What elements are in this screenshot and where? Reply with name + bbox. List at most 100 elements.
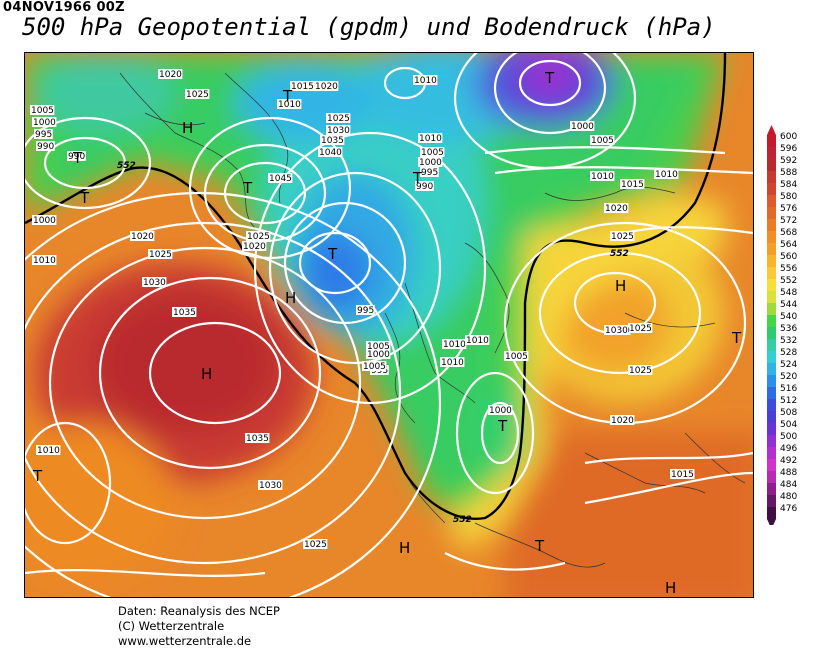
isobar-label-bg bbox=[362, 361, 387, 371]
low-pressure-marker: T bbox=[731, 329, 742, 347]
isobar-label: 1010 bbox=[591, 172, 614, 182]
scale-label: 524 bbox=[780, 360, 797, 370]
isobar-label-bg bbox=[320, 135, 345, 145]
scale-label: 560 bbox=[780, 252, 797, 262]
isobar-label: 1040 bbox=[319, 148, 342, 158]
scale-swatch bbox=[767, 495, 776, 507]
scale-label: 572 bbox=[780, 216, 797, 226]
isobar-label-bg bbox=[277, 99, 302, 109]
contour-552 bbox=[25, 53, 727, 520]
pressure-centers: T H T T T T T T H H T T H T H T H bbox=[32, 69, 742, 597]
scale-label: 516 bbox=[780, 384, 797, 394]
isobar-label-bg bbox=[366, 341, 391, 351]
scale-swatch bbox=[767, 183, 776, 195]
contour-label: 552 bbox=[610, 249, 629, 259]
scale-label: 504 bbox=[780, 420, 797, 430]
isobar-label-bg bbox=[628, 323, 653, 333]
high-pressure-marker: H bbox=[182, 119, 193, 137]
isobar-label-bg bbox=[258, 480, 283, 490]
isobars bbox=[25, 53, 753, 597]
isobar-label-bg bbox=[34, 129, 53, 139]
isobar-label-bg bbox=[415, 181, 434, 191]
isobar-label-bg bbox=[36, 445, 61, 455]
scale-label: 488 bbox=[780, 468, 797, 478]
scale-label: 512 bbox=[780, 396, 797, 406]
low-pressure-marker: T bbox=[79, 189, 90, 207]
scale-label: 484 bbox=[780, 480, 797, 490]
isobar-label: 1010 bbox=[414, 76, 437, 86]
scale-label: 548 bbox=[780, 288, 797, 298]
isobar-label: 1025 bbox=[629, 324, 652, 334]
isobar-label: 990 bbox=[416, 182, 433, 192]
scale-label: 556 bbox=[780, 264, 797, 274]
isobar-label: 1000 bbox=[571, 122, 594, 132]
isobar-label-bg bbox=[326, 125, 351, 135]
isobar-label-bg bbox=[418, 157, 443, 167]
low-pressure-marker: T bbox=[497, 417, 508, 435]
scale-swatch bbox=[767, 447, 776, 459]
isobar-label: 1010 bbox=[466, 336, 489, 346]
isobar-label: 1025 bbox=[186, 90, 209, 100]
isobar-label: 1015 bbox=[621, 180, 644, 190]
scale-label: 552 bbox=[780, 276, 797, 286]
scale-arrow-bottom bbox=[767, 519, 776, 525]
isobar-label-bg bbox=[318, 147, 343, 157]
scale-label: 600 bbox=[780, 132, 797, 142]
credits: Daten: Reanalysis des NCEP (C) Wetterzen… bbox=[118, 604, 280, 649]
isobar-label-bg bbox=[654, 169, 679, 179]
low-pressure-marker: T bbox=[412, 169, 423, 187]
isobar-label-bg bbox=[245, 433, 270, 443]
isobar-label-bg bbox=[420, 167, 439, 177]
low-pressure-marker: T bbox=[534, 537, 545, 555]
scale-swatch bbox=[767, 291, 776, 303]
isobar-label-bg bbox=[488, 405, 513, 415]
scale-swatch bbox=[767, 387, 776, 399]
isobar-label: 1005 bbox=[31, 106, 54, 116]
scale-swatch bbox=[767, 363, 776, 375]
isobar-label-bg bbox=[366, 349, 391, 359]
scale-swatch bbox=[767, 435, 776, 447]
isobar-label-bg bbox=[185, 89, 210, 99]
isobar-label-bg bbox=[32, 255, 57, 265]
scale-label: 596 bbox=[780, 144, 797, 154]
isobar-label: 1015 bbox=[291, 82, 314, 92]
isobar-label-bg bbox=[326, 113, 351, 123]
scale-label: 564 bbox=[780, 240, 797, 250]
scale-label: 500 bbox=[780, 432, 797, 442]
isobar-label: 1025 bbox=[149, 250, 172, 260]
isobar-label: 1020 bbox=[243, 242, 266, 252]
isobar-label: 1010 bbox=[655, 170, 678, 180]
isobar-label: 990 bbox=[68, 152, 85, 162]
scale-swatch bbox=[767, 411, 776, 423]
scale-swatch bbox=[767, 171, 776, 183]
scale-swatch bbox=[767, 351, 776, 363]
isobar-label-bg bbox=[465, 335, 490, 345]
isobar-label-bg bbox=[610, 231, 635, 241]
isobar-label: 1030 bbox=[143, 278, 166, 288]
isobar-label-bg bbox=[610, 415, 635, 425]
scale-swatch bbox=[767, 231, 776, 243]
isobar-label: 1020 bbox=[605, 204, 628, 214]
scale-swatch bbox=[767, 327, 776, 339]
isobar-label: 1000 bbox=[367, 350, 390, 360]
low-pressure-marker: T bbox=[72, 149, 83, 167]
scale-label: 492 bbox=[780, 456, 797, 466]
isobar-label: 1035 bbox=[246, 434, 269, 444]
isobar-label-bg bbox=[314, 81, 339, 91]
scale-label: 588 bbox=[780, 168, 797, 178]
isobar-label-bg bbox=[158, 69, 183, 79]
scale-swatch bbox=[767, 507, 776, 519]
color-scale: 600 596 592 588 584 580 576 572 568 564 560 556 552 5… bbox=[767, 125, 797, 525]
isobar-label-bg bbox=[356, 305, 375, 315]
scale-swatch bbox=[767, 159, 776, 171]
isobar-label: 1025 bbox=[247, 232, 270, 242]
isobar-label-bg bbox=[590, 171, 615, 181]
isobar-label-bg bbox=[604, 203, 629, 213]
isobar-label: 1005 bbox=[363, 362, 386, 372]
isobar-label: 1035 bbox=[173, 308, 196, 318]
isobar-label-bg bbox=[242, 241, 267, 251]
isobar-label-bg bbox=[670, 469, 695, 479]
contour-label: 552 bbox=[117, 161, 136, 171]
isobar-label: 1020 bbox=[131, 232, 154, 242]
